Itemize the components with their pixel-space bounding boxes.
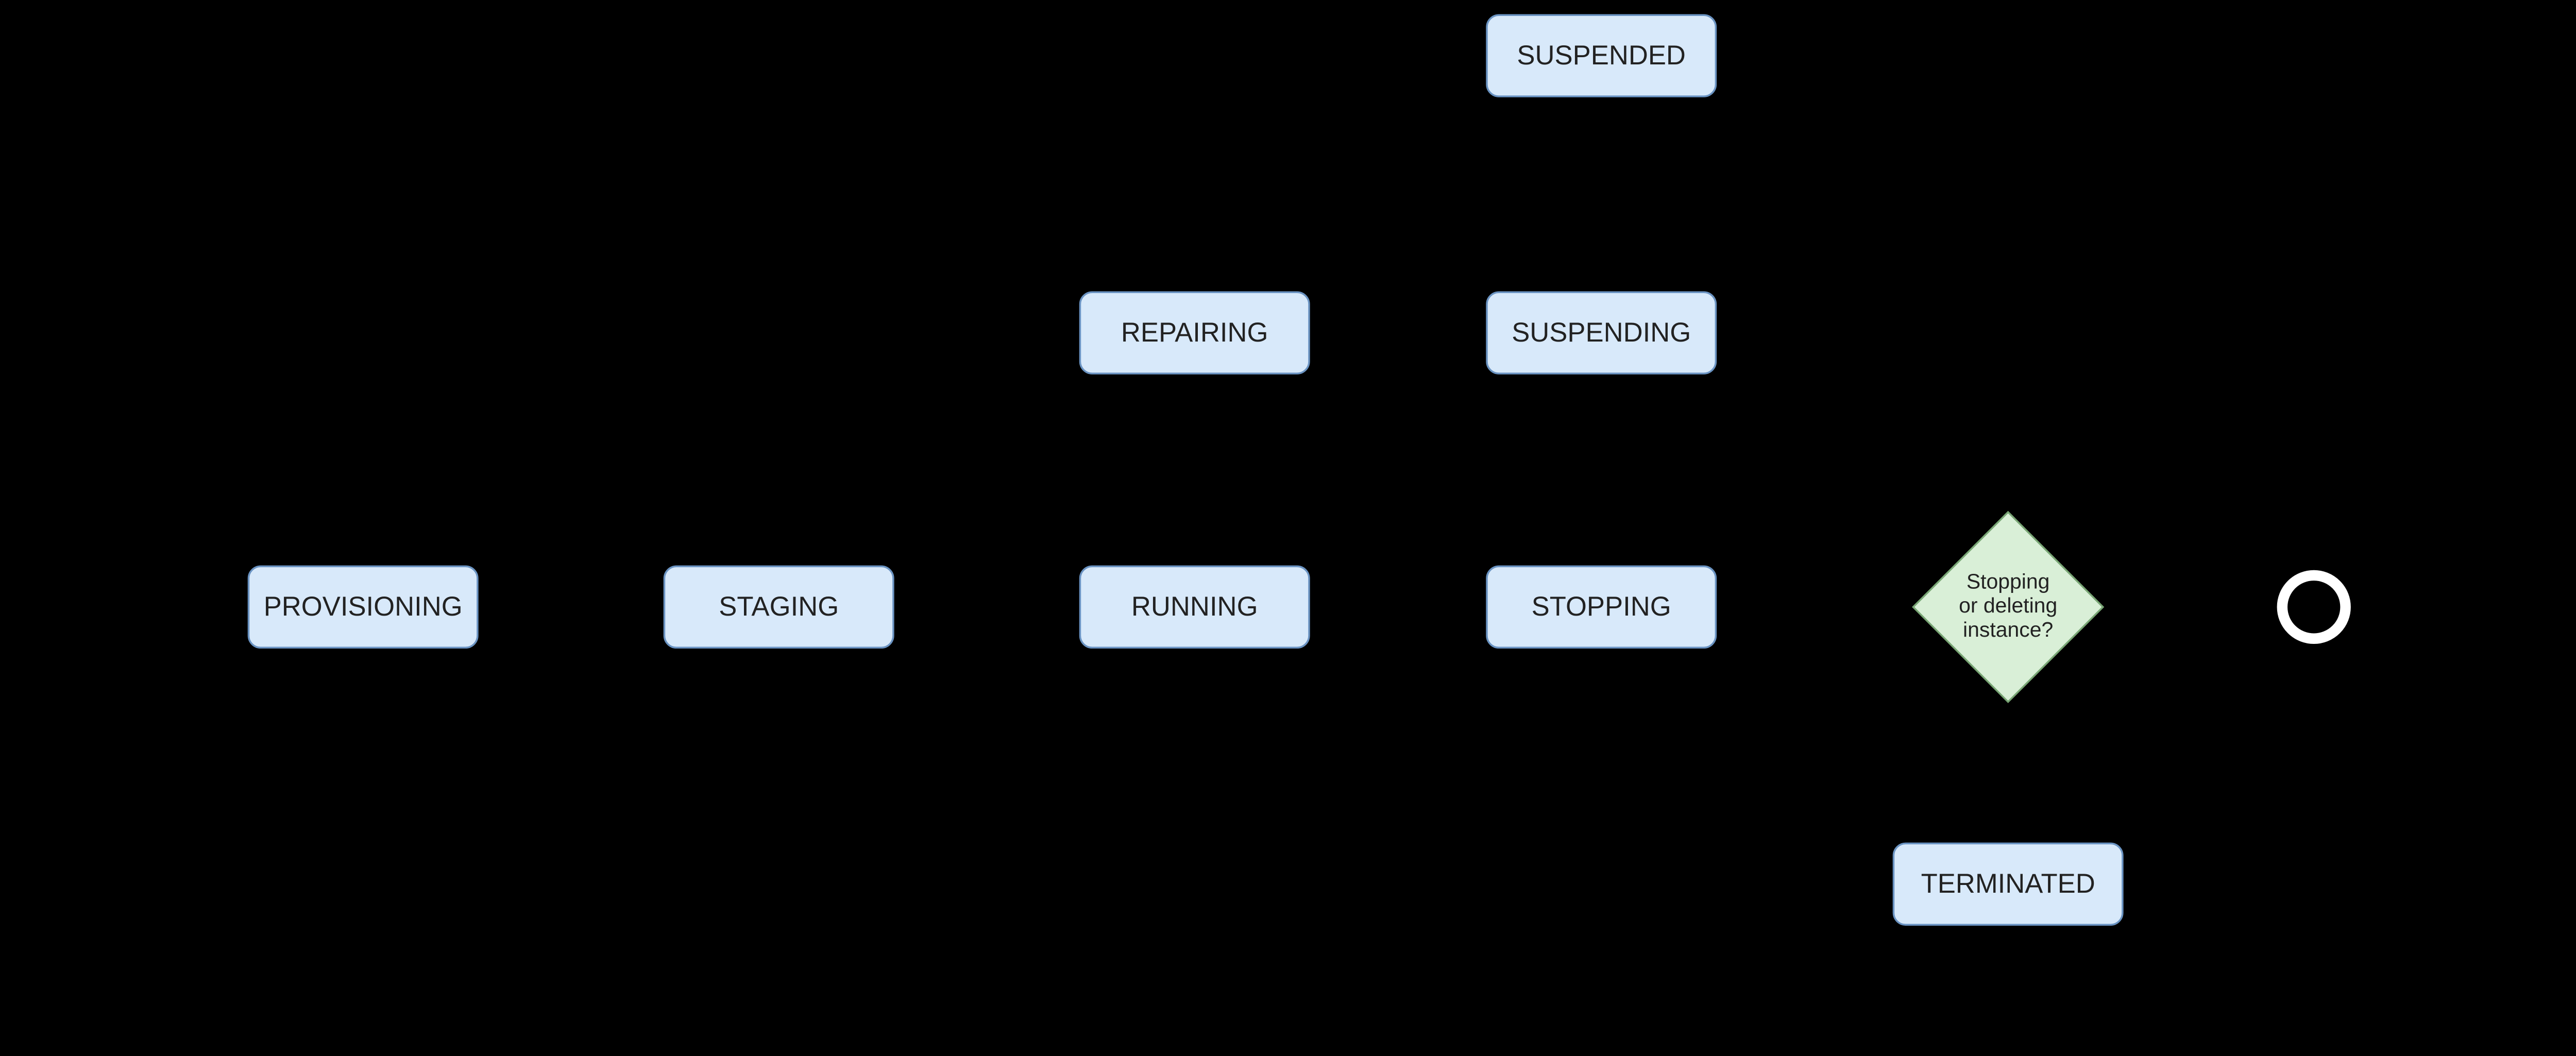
state-diagram: PROVISIONING STAGING RUNNING STOPPING REPAIR… [0, 0, 2576, 1029]
state-suspended: SUSPENDED [1487, 15, 1716, 96]
state-label-suspended: SUSPENDED [1517, 40, 1686, 71]
state-label-stopping: STOPPING [1532, 591, 1671, 622]
state-label-terminated: TERMINATED [1921, 868, 2095, 899]
state-suspending: SUSPENDING [1487, 292, 1716, 373]
state-repairing: REPAIRING [1080, 292, 1309, 373]
decision-label-line-0: Stopping [1967, 569, 2050, 593]
state-label-provisioning: PROVISIONING [264, 591, 463, 622]
decision-label-line-2: instance? [1963, 618, 2053, 641]
diagram-background [0, 0, 2576, 1029]
state-terminated: TERMINATED [1893, 843, 2122, 925]
state-label-running: RUNNING [1131, 591, 1258, 622]
state-provisioning: PROVISIONING [248, 566, 477, 648]
state-label-suspending: SUSPENDING [1512, 317, 1691, 348]
state-running: RUNNING [1080, 566, 1309, 648]
decision-label-line-1: or deleting [1959, 593, 2057, 617]
state-label-repairing: REPAIRING [1121, 317, 1268, 348]
state-label-staging: STAGING [719, 591, 839, 622]
state-staging: STAGING [664, 566, 893, 648]
state-stopping: STOPPING [1487, 566, 1716, 648]
